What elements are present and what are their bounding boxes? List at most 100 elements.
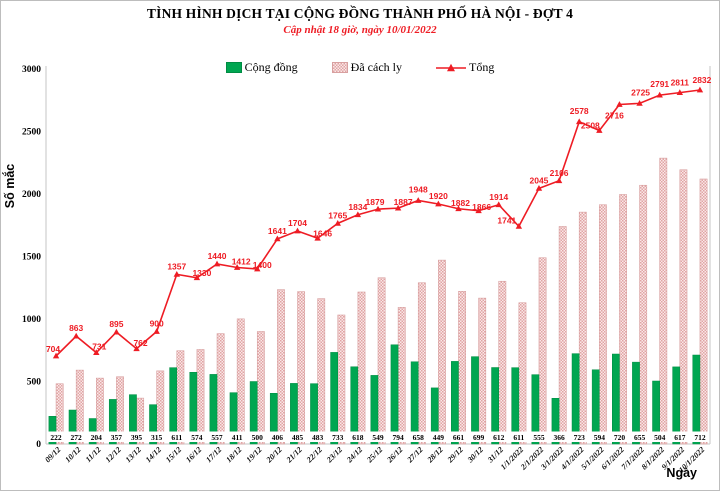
total-value-label: 2106 xyxy=(550,168,569,178)
total-value-label: 1882 xyxy=(451,198,470,208)
y-tick-labels: 0 500 1000 1500 2000 2500 3000 xyxy=(22,65,41,450)
value-box xyxy=(328,431,348,442)
x-tick-label: 29/12 xyxy=(445,445,465,465)
total-value-label: 1357 xyxy=(167,261,186,271)
x-tick-labels: 09/12 10/12 11/12 12/12 13/12 14/12 15/12 16/12… xyxy=(43,445,706,474)
cong-dong-value-label: 272 xyxy=(71,433,83,442)
value-box xyxy=(448,431,469,442)
bar-cong-dong xyxy=(229,392,238,445)
bar-cong-dong xyxy=(330,352,339,445)
bar-da-cach-ly xyxy=(317,298,326,445)
value-box xyxy=(609,431,630,442)
total-value-label: 1920 xyxy=(429,191,448,201)
value-box xyxy=(589,431,609,442)
value-box xyxy=(408,431,428,442)
cong-dong-value-label: 357 xyxy=(111,433,123,442)
line-marker-icon xyxy=(475,207,482,214)
bar-cong-dong xyxy=(632,361,640,445)
value-box xyxy=(529,431,549,442)
line-marker-icon xyxy=(213,260,221,267)
x-tick-label: 10/12 xyxy=(63,445,82,464)
bar-cong-dong xyxy=(672,366,681,445)
x-tick-label: 16/12 xyxy=(184,445,203,464)
cong-dong-value-label: 720 xyxy=(614,433,626,442)
bar-cong-dong xyxy=(491,367,499,445)
bar-da-cach-ly xyxy=(478,297,487,445)
bar-da-cach-ly xyxy=(558,226,567,445)
bar-cong-dong xyxy=(390,344,399,445)
y-tick-label: 3000 xyxy=(22,65,41,75)
line-marker-icon xyxy=(656,91,663,98)
bar-cong-dong xyxy=(249,381,258,445)
line-marker-icon xyxy=(274,235,281,242)
value-box xyxy=(207,431,227,442)
line-marker-icon xyxy=(153,328,160,334)
bar-da-cach-ly xyxy=(578,211,587,445)
value-box xyxy=(549,431,569,442)
line-marker-icon xyxy=(93,349,100,356)
y-tick-label: 1500 xyxy=(22,253,41,263)
bar-cong-dong xyxy=(451,361,459,445)
line-marker-icon xyxy=(173,270,180,277)
x-tick-label: 18/12 xyxy=(224,445,243,464)
bar-da-cach-ly xyxy=(236,318,245,445)
bar-cong-dong xyxy=(209,374,218,445)
bar-cong-dong xyxy=(612,353,620,445)
bar-cong-dong xyxy=(591,369,600,445)
line-marker-icon xyxy=(616,101,623,107)
cong-dong-value-label: 723 xyxy=(574,433,586,442)
bar-da-cach-ly xyxy=(438,259,446,445)
line-marker-icon xyxy=(233,264,241,270)
total-value-label: 1400 xyxy=(253,260,272,270)
value-box xyxy=(227,431,247,442)
x-tick-label: 26/12 xyxy=(385,445,405,465)
x-tick-label: 11/12 xyxy=(84,445,103,464)
cong-dong-value-label: 611 xyxy=(171,433,182,442)
total-value-label: 1948 xyxy=(409,185,428,195)
cong-dong-value-label: 366 xyxy=(553,433,565,442)
bar-cong-dong xyxy=(471,356,479,445)
line-marker-icon xyxy=(696,86,704,93)
value-box xyxy=(126,431,147,442)
y-axis-title: Số mắc xyxy=(3,163,17,209)
bar-cong-dong xyxy=(511,367,520,445)
cong-dong-value-label: 661 xyxy=(453,433,465,442)
bar-cong-dong xyxy=(410,361,419,445)
line-marker-icon xyxy=(374,205,382,212)
value-box xyxy=(469,431,489,442)
legend-label-da-cach-ly: Đã cách ly xyxy=(350,60,402,74)
bar-cong-dong xyxy=(551,398,560,445)
x-tick-label: 21/12 xyxy=(284,445,304,465)
bar-cong-dong xyxy=(370,375,379,445)
value-box xyxy=(428,431,448,442)
bar-da-cach-ly xyxy=(256,331,265,445)
total-value-label: 1646 xyxy=(313,228,332,238)
total-value-label: 1412 xyxy=(232,257,251,267)
bar-da-cach-ly xyxy=(96,377,104,445)
bar-da-cach-ly xyxy=(458,291,466,445)
y-tick-label: 2000 xyxy=(22,190,41,200)
value-box xyxy=(167,431,187,442)
cong-dong-value-label: 712 xyxy=(694,433,706,442)
value-box xyxy=(147,431,167,442)
cong-dong-value-label: 574 xyxy=(191,433,203,442)
total-value-label: 2811 xyxy=(671,78,690,88)
bar-cong-dong xyxy=(350,366,359,445)
total-value-label: 1879 xyxy=(366,197,385,207)
line-marker-icon xyxy=(435,200,442,207)
cong-dong-value-label: 315 xyxy=(151,433,163,442)
value-box xyxy=(247,431,267,442)
total-value-label: 762 xyxy=(133,338,147,348)
bar-da-cach-ly xyxy=(417,282,426,445)
bar-da-cach-ly xyxy=(518,302,527,445)
total-line-series xyxy=(52,86,704,359)
value-box xyxy=(66,431,86,442)
line-marker-icon xyxy=(294,227,301,234)
value-box xyxy=(368,431,388,442)
total-value-label: 1741 xyxy=(497,215,516,225)
bar-da-cach-ly xyxy=(599,204,607,445)
cong-dong-value-label: 618 xyxy=(352,433,364,442)
